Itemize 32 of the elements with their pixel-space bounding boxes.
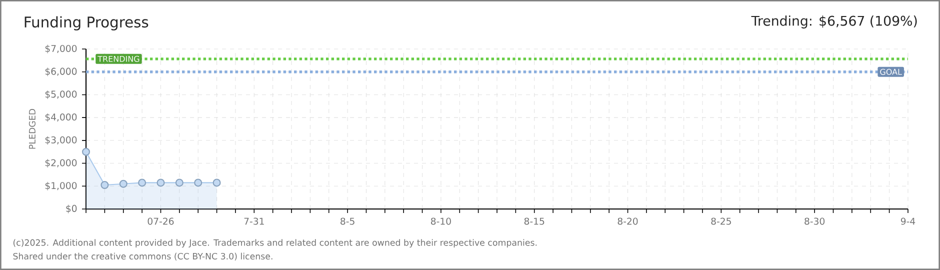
point — [212, 178, 221, 187]
y-tick-label: $0 — [66, 204, 77, 214]
x-tick-label: 7-31 — [244, 218, 264, 225]
x-tick-label: 8-10 — [430, 218, 451, 225]
y-axis-title: PLEDGED — [28, 108, 36, 149]
text: Shared under the creative commons (CC BY-NC 3.0) license. — [13, 252, 272, 261]
y-tick-label: $7,000 — [45, 44, 77, 54]
x-tick-label: 8-20 — [618, 218, 638, 225]
point — [156, 178, 165, 187]
y-tick-label: $3,000 — [45, 136, 77, 145]
point — [100, 180, 109, 189]
point — [138, 178, 146, 187]
point — [175, 178, 184, 187]
x-tick-label: 8-25 — [711, 218, 731, 225]
text: Trending: $6,567 (109%) — [751, 16, 917, 28]
y-tick-label: $6,000 — [45, 68, 77, 76]
chart-title: Funding Progress — [24, 16, 148, 30]
ref-line-label: GOAL — [880, 68, 902, 75]
x-tick-label: 8-15 — [524, 218, 544, 225]
x-tick-label: 9-4 — [900, 218, 916, 225]
x-tick-label: 07-26 — [148, 218, 174, 225]
y-tick-label: $2,000 — [45, 159, 77, 168]
point — [119, 180, 128, 188]
y-tick-label: $4,000 — [45, 113, 77, 122]
point — [82, 148, 90, 156]
y-tick-label: $1,000 — [45, 182, 77, 190]
x-tick-label: 8-30 — [804, 218, 825, 225]
y-tick-label: $5,000 — [45, 90, 77, 99]
ref-line-label: TRENDING — [98, 56, 140, 62]
x-tick-label: 8-5 — [340, 218, 354, 225]
point — [194, 178, 202, 187]
text: (c)2025. Additional content provided by Jace. Trademarks and related content are owned by their respective companies. — [13, 239, 537, 248]
